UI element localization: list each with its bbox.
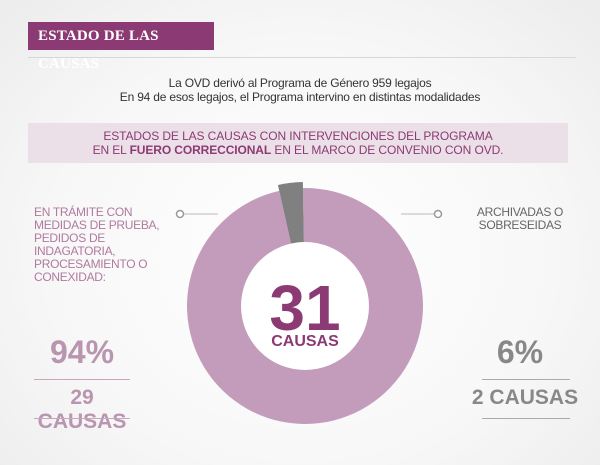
subtitle-post: EN EL MARCO DE CONVENIO CON OVD. [271, 143, 504, 157]
subtitle-line-1: ESTADOS DE LAS CAUSAS CON INTERVENCIONES… [103, 129, 493, 143]
right-rule-top [482, 379, 570, 380]
right-category-label: ARCHIVADAS O SOBRESEIDAS [476, 205, 564, 232]
left-category-label: EN TRÁMITE CON MEDIDAS DE PRUEBA, PEDIDO… [34, 205, 160, 284]
total-unit: CAUSAS [271, 333, 339, 350]
subtitle-pre: EN EL [92, 143, 130, 157]
left-rule-bottom [34, 418, 130, 419]
right-percent: 6% [496, 334, 544, 370]
section-title: ESTADO DE LAS CAUSAS [28, 22, 214, 72]
left-percent: 94% [49, 334, 115, 370]
right-rule-bottom [482, 418, 570, 419]
donut-hole [241, 242, 369, 370]
intro-line-1: La OVD derivó al Programa de Género 959 … [168, 76, 432, 90]
intro-text: La OVD derivó al Programa de Género 959 … [60, 76, 540, 104]
left-connector-dot [175, 209, 185, 219]
divider [28, 57, 576, 58]
left-rule-top [34, 379, 130, 380]
chart-subtitle: ESTADOS DE LAS CAUSAS CON INTERVENCIONES… [28, 123, 568, 163]
subtitle-line-2: EN EL FUERO CORRECCIONAL EN EL MARCO DE … [28, 143, 568, 157]
total-number: 31 [269, 272, 340, 344]
subtitle-bold: FUERO CORRECCIONAL [129, 143, 272, 157]
left-count: 29 CAUSAS [37, 386, 127, 433]
right-connector-dot [433, 209, 443, 219]
right-count: 2 CAUSAS [471, 386, 579, 409]
intro-line-2: En 94 de esos legajos, el Programa inter… [119, 90, 481, 104]
